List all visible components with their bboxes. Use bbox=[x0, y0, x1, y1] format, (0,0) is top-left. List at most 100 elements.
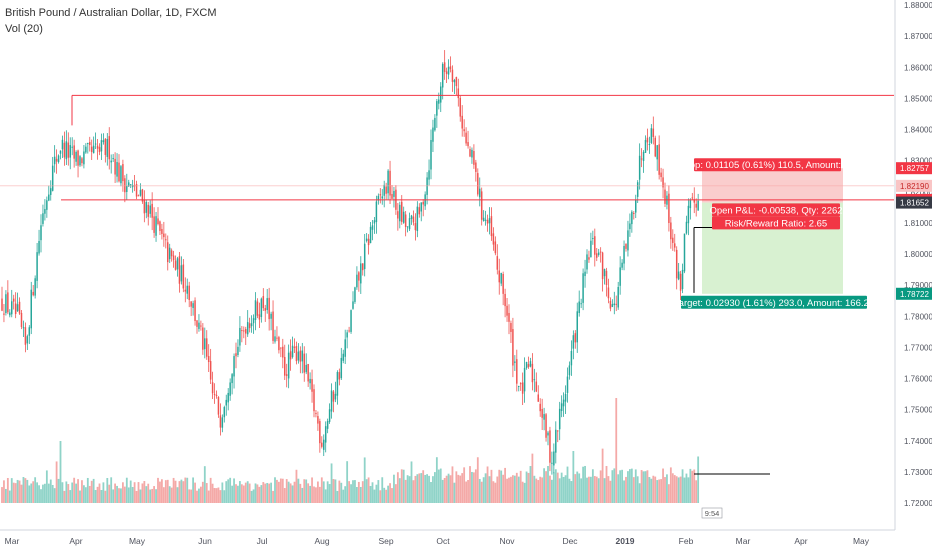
volume-bar bbox=[305, 479, 308, 503]
volume-bar bbox=[449, 475, 452, 503]
candle-body bbox=[434, 117, 436, 131]
volume-bar bbox=[172, 477, 175, 503]
time-axis[interactable]: Mar Apr May Jun Jul Aug Sep Oct Nov Dec 2019 Feb Mar… bbox=[0, 529, 895, 546]
volume-bar bbox=[549, 475, 551, 503]
volume-bar bbox=[375, 484, 378, 503]
candle-body bbox=[260, 298, 263, 318]
price-label-bg bbox=[896, 162, 932, 175]
x-tick-label: Jul bbox=[257, 536, 268, 546]
volume-bar bbox=[574, 474, 577, 503]
candle-body bbox=[691, 197, 694, 199]
candle-body bbox=[254, 300, 257, 320]
candle-body bbox=[252, 318, 255, 324]
price-label-bg bbox=[896, 287, 932, 300]
volume-bar bbox=[476, 457, 479, 503]
volume-bar bbox=[291, 485, 294, 503]
candle-body bbox=[574, 333, 577, 343]
candle-body bbox=[116, 162, 118, 177]
volume-bar bbox=[623, 480, 625, 503]
volume-bar bbox=[235, 484, 237, 503]
volume-bar bbox=[420, 473, 423, 503]
candle-body bbox=[389, 170, 391, 196]
candle-body bbox=[165, 239, 167, 241]
volume-bar bbox=[662, 468, 664, 503]
candle-body bbox=[399, 204, 401, 222]
volume-bar bbox=[200, 486, 202, 503]
candle-body bbox=[291, 345, 294, 358]
volume-bar bbox=[697, 456, 700, 503]
rr-label: Risk/Reward Ratio: 2.65 bbox=[725, 218, 827, 229]
candle-body bbox=[114, 158, 116, 175]
candle-body bbox=[350, 310, 352, 332]
x-tick-label: Jun bbox=[198, 536, 212, 546]
x-tick-label: May bbox=[853, 536, 870, 546]
volume-bar bbox=[502, 474, 505, 503]
volume-bar bbox=[81, 480, 83, 503]
x-tick-label: May bbox=[129, 536, 146, 546]
x-tick-label: 2019 bbox=[616, 536, 635, 546]
volume-bar bbox=[3, 480, 5, 503]
candle-body bbox=[338, 372, 341, 380]
candle-body bbox=[633, 212, 635, 214]
candle-body bbox=[161, 228, 163, 234]
candle-body bbox=[660, 172, 662, 178]
candle-body bbox=[332, 391, 335, 402]
candle-body bbox=[323, 439, 325, 450]
volume-bar bbox=[517, 476, 520, 503]
candle-body bbox=[588, 257, 590, 260]
candle-body bbox=[662, 177, 664, 188]
candle-body bbox=[558, 408, 561, 430]
volume-bar bbox=[492, 481, 495, 503]
volume-bar bbox=[104, 490, 107, 503]
candle-body bbox=[326, 421, 329, 429]
x-tick-label: Nov bbox=[499, 536, 515, 546]
horizontal-levels[interactable] bbox=[0, 94, 894, 475]
volume-bar bbox=[287, 481, 290, 503]
candle-body bbox=[270, 313, 272, 319]
candle-body bbox=[303, 353, 305, 373]
candle-body bbox=[562, 399, 565, 407]
candle-body bbox=[204, 338, 206, 350]
price-axis[interactable]: 1.88000 1.87000 1.86000 1.85000 1.84000 1.830… bbox=[894, 0, 932, 530]
volume-bar bbox=[182, 481, 185, 503]
candle-body bbox=[414, 223, 417, 231]
candle-body bbox=[30, 289, 32, 329]
volume-bar bbox=[625, 476, 627, 503]
candle-body bbox=[75, 151, 77, 162]
volume-bar bbox=[361, 481, 364, 503]
candle-body bbox=[59, 150, 62, 154]
candle-body bbox=[71, 146, 73, 148]
candle-body bbox=[525, 361, 528, 368]
candle-body bbox=[377, 195, 380, 201]
volume-bar bbox=[42, 484, 44, 503]
candle-body bbox=[85, 146, 87, 153]
candle-body bbox=[352, 301, 354, 309]
volume-bar bbox=[488, 476, 491, 503]
candle-body bbox=[266, 298, 268, 310]
volume-bar bbox=[38, 485, 40, 503]
volume-bar bbox=[519, 470, 522, 503]
candle-body bbox=[61, 139, 64, 150]
volume-bar bbox=[20, 484, 23, 503]
candle-body bbox=[629, 223, 631, 230]
volume-bar bbox=[677, 477, 680, 503]
volume-bar bbox=[580, 478, 583, 503]
candle-body bbox=[490, 216, 493, 237]
candle-body bbox=[129, 184, 132, 186]
candle-body bbox=[529, 361, 532, 367]
volume-bar bbox=[646, 470, 649, 503]
position-tool[interactable]: Stop: 0.01105 (0.61%) 110.5, Amount: 75 O… bbox=[674, 158, 874, 519]
candle-body bbox=[340, 357, 343, 379]
position-zones bbox=[702, 168, 843, 294]
volume-bar bbox=[227, 479, 230, 503]
candle-body bbox=[514, 361, 516, 363]
candle-body bbox=[182, 264, 185, 289]
volume-bar bbox=[65, 481, 68, 503]
volume-bar bbox=[112, 489, 115, 503]
volume-bar bbox=[55, 461, 58, 503]
candle-body bbox=[498, 270, 500, 283]
candle-body bbox=[14, 303, 17, 315]
candle-body bbox=[219, 415, 222, 428]
